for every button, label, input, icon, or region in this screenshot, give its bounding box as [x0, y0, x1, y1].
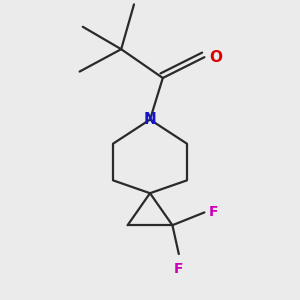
- Text: F: F: [209, 206, 219, 219]
- Text: O: O: [209, 50, 222, 65]
- Text: N: N: [144, 112, 156, 127]
- Text: F: F: [174, 262, 184, 276]
